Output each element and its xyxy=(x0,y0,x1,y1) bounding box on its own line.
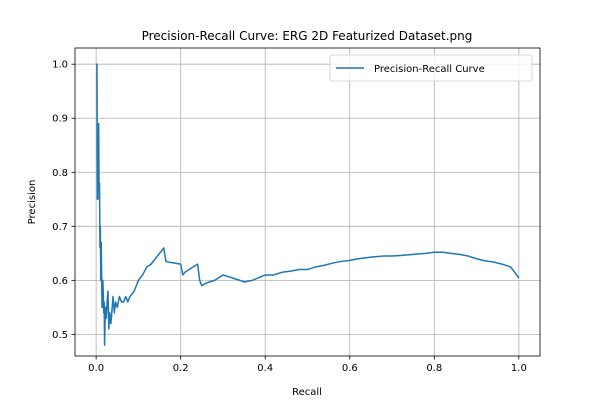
grid-layer xyxy=(75,48,540,356)
legend-label: Precision-Recall Curve xyxy=(374,64,485,75)
y-tick-label: 0.9 xyxy=(52,114,68,125)
legend-box xyxy=(329,54,533,82)
x-axis-label: Recall xyxy=(292,387,322,398)
y-tick-label: 0.8 xyxy=(52,168,68,179)
y-tick-label: 0.5 xyxy=(52,330,68,341)
x-tick-label: 0.6 xyxy=(342,363,358,374)
x-tick-label: 0.0 xyxy=(88,363,104,374)
series-line xyxy=(96,63,520,346)
plot-area-frame xyxy=(74,47,541,357)
x-tick-label: 0.8 xyxy=(426,363,442,374)
x-tick-label: 0.4 xyxy=(257,363,273,374)
y-tick-label: 1.0 xyxy=(52,60,68,71)
y-tick-label: 0.7 xyxy=(52,222,68,233)
y-tick-label: 0.6 xyxy=(52,276,68,287)
series-layer xyxy=(96,63,520,346)
ticks-layer: 0.0 0.2 0.4 0.6 0.8 1.0 0.5 0.6 0.7 0.8 0.9 1.0 xyxy=(52,60,527,374)
y-axis-label: Precision xyxy=(27,180,38,225)
x-tick-label: 0.2 xyxy=(173,363,189,374)
x-tick-label: 1.0 xyxy=(511,363,527,374)
chart-title: Precision-Recall Curve: ERG 2D Featurize… xyxy=(142,29,473,43)
legend: Precision-Recall Curve xyxy=(329,54,533,82)
